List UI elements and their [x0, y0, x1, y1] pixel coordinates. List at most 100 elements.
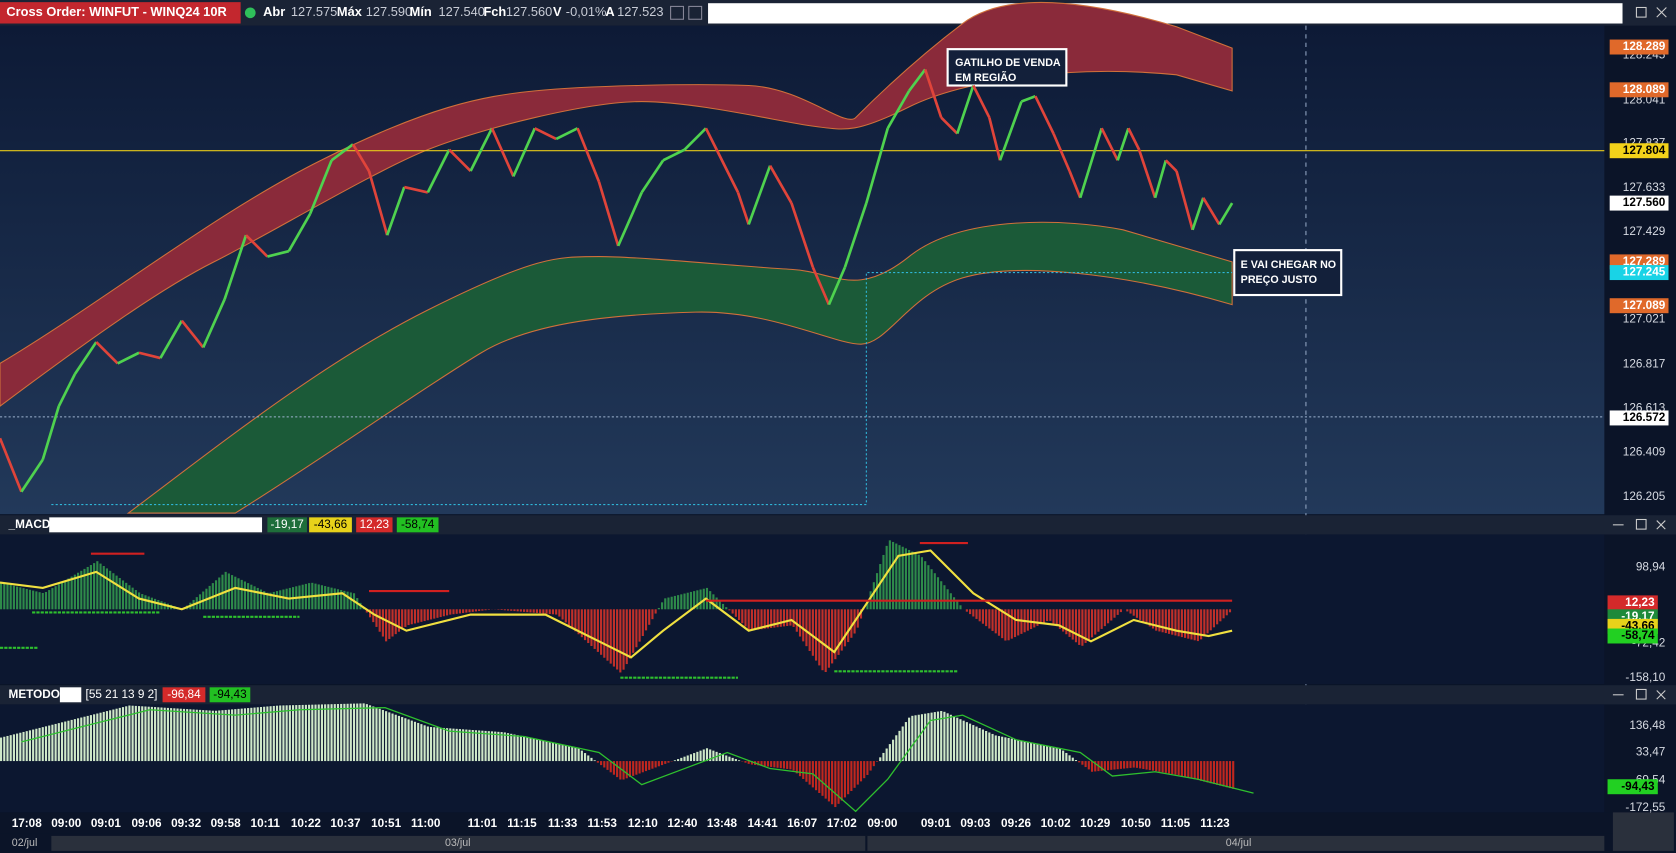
- upper-band: [0, 1, 1233, 407]
- histogram-bar: [263, 706, 266, 762]
- histogram-bar: [924, 713, 927, 762]
- scrollbar[interactable]: [51, 835, 1605, 851]
- histogram-bar: [596, 761, 599, 763]
- histogram-bar: [163, 707, 166, 762]
- histogram-bar: [330, 587, 333, 610]
- histogram-bar: [388, 712, 391, 762]
- histogram-bar: [853, 761, 856, 788]
- panel-params: [55 21 13 9 2]: [86, 688, 158, 701]
- histogram-bar: [1177, 761, 1180, 776]
- button[interactable]: [688, 5, 703, 20]
- histogram-bar: [105, 568, 109, 610]
- histogram-bar: [1106, 609, 1110, 624]
- histogram-bar: [1113, 609, 1116, 618]
- histogram-bar: [401, 717, 404, 762]
- histogram-bar: [930, 712, 933, 762]
- histogram-bar: [320, 704, 324, 762]
- histogram-bar: [859, 761, 863, 782]
- histogram-bar: [683, 593, 686, 610]
- histogram-bar: [821, 761, 824, 796]
- histogram-bar: [969, 609, 972, 615]
- histogram-bar: [872, 761, 875, 767]
- histogram-bar: [429, 609, 433, 620]
- histogram-bar: [176, 708, 179, 762]
- histogram-bar: [949, 714, 952, 762]
- histogram-bar: [802, 761, 805, 779]
- histogram-bar: [356, 703, 359, 762]
- histogram-bar: [346, 703, 349, 762]
- histogram-bar: [272, 705, 275, 762]
- price-segment: [367, 170, 389, 236]
- histogram-bar: [115, 708, 118, 762]
- histogram-bar: [1097, 609, 1100, 632]
- close[interactable]: [1656, 690, 1666, 700]
- histogram-bar: [693, 591, 696, 610]
- histogram-bar: [433, 727, 436, 762]
- histogram-bar: [474, 730, 478, 762]
- input-box[interactable]: [59, 687, 82, 703]
- histogram-bar: [792, 609, 795, 627]
- histogram-bar: [1167, 761, 1171, 774]
- price-segment: [865, 127, 890, 204]
- button[interactable]: [670, 5, 684, 20]
- histogram-bar: [808, 761, 811, 785]
- price-segment: [180, 319, 205, 349]
- histogram-bar: [1177, 609, 1180, 637]
- close[interactable]: [1656, 7, 1667, 18]
- histogram-bar: [1020, 740, 1023, 762]
- scrollbar[interactable]: [1612, 812, 1674, 851]
- price-segment: [988, 117, 1002, 161]
- price-segment: [138, 351, 161, 360]
- histogram-bar: [1013, 739, 1017, 762]
- histogram-bar: [898, 545, 901, 610]
- histogram-bar: [510, 733, 513, 762]
- histogram-bar: [1033, 609, 1036, 628]
- price-segment: [351, 143, 371, 172]
- x-tick-label: 11:05: [1161, 817, 1191, 830]
- histogram-bar: [218, 710, 221, 762]
- histogram-bar: [214, 710, 218, 762]
- histogram-bar: [9, 735, 12, 762]
- histogram-bar: [600, 609, 603, 655]
- histogram-bar: [1139, 609, 1142, 620]
- maximize[interactable]: [1635, 518, 1647, 530]
- histogram-bar: [1219, 761, 1222, 786]
- histogram-bar: [70, 576, 73, 610]
- histogram-bar: [850, 609, 853, 638]
- quote-label: V: [553, 4, 562, 19]
- histogram-bar: [102, 711, 105, 762]
- close[interactable]: [1656, 520, 1666, 530]
- histogram-bar: [1052, 609, 1055, 624]
- histogram-bar: [397, 609, 401, 632]
- histogram-bar: [1116, 609, 1119, 615]
- histogram-bar: [413, 609, 417, 624]
- histogram-bar: [452, 609, 455, 615]
- histogram-bar: [994, 609, 997, 634]
- histogram-bar: [657, 607, 660, 610]
- value-label: -58,74: [401, 518, 435, 531]
- histogram-bar: [632, 761, 635, 776]
- histogram-bar: [234, 709, 237, 762]
- histogram-bar: [28, 589, 32, 610]
- maximize[interactable]: [1635, 6, 1647, 18]
- histogram-bar: [946, 589, 949, 610]
- histogram-bar: [542, 740, 545, 762]
- histogram-bar: [728, 609, 731, 611]
- histogram-bar: [593, 760, 596, 762]
- histogram-bar: [879, 564, 882, 610]
- histogram-bar: [1174, 761, 1177, 775]
- maximize[interactable]: [1635, 688, 1647, 700]
- histogram-bar: [616, 609, 619, 670]
- input-box[interactable]: [708, 3, 1623, 24]
- histogram-bar: [815, 609, 818, 661]
- x-tick-label: 11:33: [548, 817, 578, 830]
- x-tick-label: 13:48: [707, 817, 738, 830]
- input-box[interactable]: [49, 517, 263, 533]
- histogram-bar: [349, 703, 352, 762]
- histogram-bar: [378, 609, 381, 632]
- histogram-bar: [892, 739, 895, 762]
- histogram-bar: [529, 737, 532, 762]
- histogram-bar: [981, 609, 984, 624]
- histogram-bar: [911, 551, 914, 610]
- histogram-bar: [295, 705, 298, 762]
